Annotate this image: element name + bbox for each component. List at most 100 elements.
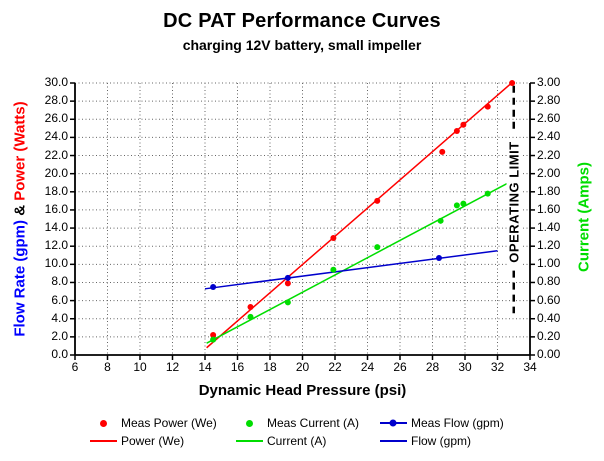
y-axis-left-title-power: Power (Watts)	[11, 101, 29, 201]
legend-marker-line-icon	[234, 433, 264, 449]
y-left-tick-label: 28.0	[44, 93, 68, 108]
x-tick-label: 32	[490, 360, 505, 374]
y-right-tick-label: 2.00	[537, 165, 561, 180]
y-axis-right-title: Current (Amps)	[575, 161, 593, 273]
series-point-meas-power-we	[210, 332, 217, 339]
x-tick-label: 30	[458, 360, 472, 374]
y-right-tick-label: 0.80	[537, 274, 561, 289]
y-right-tick-label: 1.60	[537, 201, 561, 216]
series-point-meas-current-a	[453, 202, 460, 209]
y-right-tick-label: 2.20	[537, 147, 561, 162]
y-right-tick-label: 1.20	[537, 238, 561, 253]
series-point-meas-current-a	[374, 244, 381, 251]
legend-label: Current (A)	[267, 434, 327, 448]
x-tick-label: 14	[198, 360, 212, 374]
series-point-meas-current-a	[210, 336, 217, 343]
series-point-meas-current-a	[247, 313, 254, 320]
legend-label: Power (We)	[121, 434, 185, 448]
series-point-meas-power-we	[330, 235, 337, 242]
y-right-tick-label: 2.40	[537, 129, 561, 144]
x-tick-label: 28	[425, 360, 440, 374]
y-axis-left-title-flow: Flow Rate (gpm)	[11, 219, 29, 337]
y-left-tick-label: 12.0	[44, 238, 68, 253]
series-point-meas-power-we	[460, 121, 467, 128]
series-point-meas-power-we	[509, 80, 516, 86]
y-right-tick-label: 1.00	[537, 256, 561, 271]
y-left-tick-label: 2.0	[51, 328, 68, 343]
chart-title: DC PAT Performance Curves	[163, 10, 441, 32]
legend-marker-dot-icon	[88, 415, 118, 431]
x-tick-label: 34	[523, 360, 537, 374]
series-point-meas-power-we	[484, 103, 491, 110]
legend-marker-dot-icon	[234, 415, 264, 431]
y-right-tick-label: 2.80	[537, 93, 561, 108]
x-axis-title: Dynamic Head Pressure (psi)	[198, 382, 407, 399]
y-left-tick-label: 16.0	[44, 201, 68, 216]
chart-legend: Meas Power (We) Meas Current (A) Meas Flow…	[88, 414, 548, 450]
legend-item-flow-gpm: Flow (gpm)	[378, 432, 548, 450]
x-tick-label: 12	[165, 360, 180, 374]
y-left-tick-label: 6.0	[51, 292, 68, 307]
y-left-tick-label: 0.0	[51, 347, 68, 361]
legend-marker-line-dot-icon	[378, 415, 408, 431]
x-tick-label: 8	[104, 360, 111, 374]
legend-label: Meas Current (A)	[267, 416, 360, 430]
y-left-tick-label: 14.0	[44, 220, 68, 235]
y-left-tick-label: 26.0	[44, 111, 68, 126]
series-line-flow-gpm	[204, 249, 498, 290]
y-right-tick-label: 0.00	[537, 347, 561, 361]
y-right-tick-label: 1.80	[537, 183, 561, 198]
series-point-meas-flow-gpm	[210, 284, 217, 290]
series-point-meas-current-a	[437, 217, 444, 224]
legend-item-meas-flow-gpm: Meas Flow (gpm)	[378, 414, 548, 432]
series-point-meas-flow-gpm	[436, 254, 442, 261]
series-point-meas-current-a	[330, 266, 337, 273]
series-point-meas-power-we	[439, 148, 446, 155]
y-left-tick-label: 20.0	[44, 165, 68, 180]
x-tick-label: 20	[295, 360, 310, 374]
y-right-tick-label: 0.40	[537, 310, 561, 325]
y-left-tick-label: 18.0	[44, 183, 68, 198]
chart-subtitle: charging 12V battery, small impeller	[182, 37, 422, 53]
y-left-tick-label: 10.0	[44, 256, 68, 271]
y-left-tick-label: 8.0	[51, 274, 68, 289]
y-left-tick-label: 4.0	[51, 310, 68, 325]
y-right-tick-label: 2.60	[537, 111, 561, 126]
legend-item-meas-current-a: Meas Current (A)	[234, 414, 378, 432]
series-point-meas-power-we	[284, 280, 291, 287]
legend-label: Meas Flow (gpm)	[411, 416, 504, 430]
series-point-meas-flow-gpm	[284, 274, 291, 281]
series-point-meas-current-a	[484, 190, 491, 197]
series-point-meas-current-a	[460, 200, 467, 207]
y-axis-left-title: Flow Rate (gpm) & Power (Watts)	[12, 101, 29, 336]
legend-item-current-a: Current (A)	[234, 432, 378, 450]
x-tick-label: 26	[393, 360, 407, 374]
x-tick-label: 18	[263, 360, 277, 374]
y-right-tick-label: 0.20	[537, 328, 561, 343]
series-line-power-we	[206, 83, 511, 349]
legend-label: Flow (gpm)	[411, 434, 472, 448]
legend-item-power-we: Power (We)	[88, 432, 234, 450]
series-point-meas-power-we	[247, 303, 254, 310]
legend-item-meas-power-we: Meas Power (We)	[88, 414, 234, 432]
x-tick-label: 16	[230, 360, 245, 374]
legend-marker-line-icon	[378, 433, 408, 449]
series-point-meas-power-we	[453, 128, 460, 135]
series-point-meas-power-we	[374, 197, 381, 204]
operating-limit-label: OPERATING LIMIT	[506, 138, 522, 266]
x-tick-label: 10	[133, 360, 147, 374]
y-left-tick-label: 30.0	[44, 75, 68, 89]
x-tick-label: 24	[360, 360, 375, 374]
y-axis-left-title-separator: &	[11, 200, 29, 220]
y-left-tick-label: 22.0	[44, 147, 68, 162]
series-point-meas-current-a	[284, 299, 291, 306]
x-tick-label: 6	[71, 360, 79, 374]
y-right-tick-label: 0.60	[537, 292, 561, 307]
y-right-tick-label: 1.40	[537, 220, 561, 235]
x-tick-label: 22	[328, 360, 342, 374]
y-right-tick-label: 3.00	[537, 75, 561, 89]
legend-marker-line-icon	[88, 433, 118, 449]
legend-label: Meas Power (We)	[121, 416, 217, 430]
